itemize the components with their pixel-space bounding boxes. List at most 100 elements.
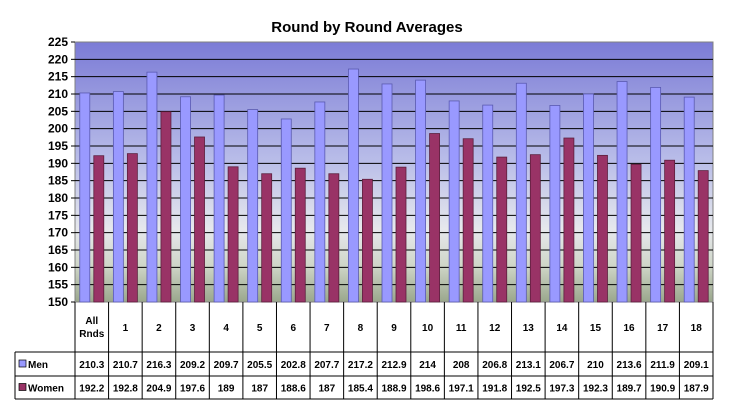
data-label-men: 210 [587, 360, 604, 371]
data-label-women: 192.3 [583, 384, 608, 395]
bar-women [496, 156, 508, 303]
data-label-men: 210.3 [79, 360, 104, 371]
bar-women [630, 163, 642, 303]
y-tick-label: 210 [48, 87, 68, 101]
bar-women [429, 133, 440, 303]
data-label-women: 204.9 [146, 384, 171, 395]
y-tick-label: 165 [48, 243, 68, 257]
bar-men [583, 93, 594, 303]
bar-women [462, 138, 474, 303]
bar-men [448, 100, 460, 303]
bar-women [227, 166, 239, 303]
y-tick-label: 220 [48, 52, 68, 66]
bar-women [563, 137, 575, 303]
data-label-women: 188.9 [381, 384, 406, 395]
y-tick-label: 205 [48, 104, 68, 118]
bar-women [328, 173, 340, 303]
data-label-men: 213.6 [617, 360, 642, 371]
bar-men [650, 87, 662, 303]
chart-title: Round by Round Averages [271, 19, 462, 36]
data-label-women: 198.6 [415, 384, 440, 395]
bar-men [146, 71, 158, 303]
data-label-men: 206.8 [482, 360, 507, 371]
y-tick-label: 160 [48, 260, 68, 274]
x-category-label: 14 [556, 323, 568, 334]
y-tick-label: 155 [48, 278, 68, 292]
data-label-women: 189 [218, 384, 235, 395]
bar-women [529, 154, 541, 303]
x-category-label: 18 [691, 323, 703, 334]
x-category-label: 1 [123, 323, 129, 334]
bar-women [261, 173, 273, 303]
data-label-men: 214 [419, 360, 436, 371]
data-label-women: 191.8 [482, 384, 507, 395]
bar-women [126, 153, 138, 303]
bar-men [515, 82, 527, 303]
bar-men [482, 104, 494, 303]
data-label-women: 190.9 [650, 384, 675, 395]
data-label-women: 192.8 [113, 384, 138, 395]
x-category-label: 17 [657, 323, 669, 334]
bar-men [415, 79, 426, 303]
x-category-label: 9 [391, 323, 397, 334]
y-tick-label: 185 [48, 174, 68, 188]
bar-women [294, 167, 306, 303]
data-label-men: 206.7 [549, 360, 574, 371]
x-category-label: All Rnds [79, 316, 104, 340]
x-category-label: 3 [190, 323, 196, 334]
data-label-men: 213.1 [516, 360, 541, 371]
x-category-label: 11 [456, 323, 467, 334]
bar-men [381, 83, 393, 303]
y-tick-label: 180 [48, 191, 68, 205]
data-label-women: 188.6 [281, 384, 306, 395]
bar-women [93, 155, 105, 303]
y-tick-label: 170 [48, 226, 68, 240]
bar-women [697, 170, 709, 303]
x-category-label: 10 [422, 323, 434, 334]
bar-men [180, 96, 191, 303]
x-category-label: 5 [257, 323, 263, 334]
bar-men [683, 96, 695, 303]
data-label-men: 217.2 [348, 360, 373, 371]
bar-women [160, 111, 172, 303]
bars [79, 68, 709, 303]
y-tick-label: 215 [48, 70, 68, 84]
data-label-men: 209.7 [214, 360, 239, 371]
bar-men [247, 109, 259, 303]
bar-women [194, 136, 205, 303]
x-category-label: 13 [523, 323, 535, 334]
data-label-men: 209.1 [684, 360, 709, 371]
x-category-label: 15 [590, 323, 602, 334]
data-label-men: 205.5 [247, 360, 272, 371]
data-label-women: 197.1 [449, 384, 474, 395]
bar-men [79, 92, 91, 303]
data-label-men: 209.2 [180, 360, 205, 371]
data-label-men: 212.9 [381, 360, 406, 371]
x-category-label: 16 [623, 323, 635, 334]
bar-women [362, 178, 373, 303]
y-tick-label: 190 [48, 156, 68, 170]
bar-men [213, 94, 225, 303]
x-category-label: 6 [290, 323, 296, 334]
data-label-women: 189.7 [617, 384, 642, 395]
data-label-men: 216.3 [146, 360, 171, 371]
data-label-women: 187 [318, 384, 335, 395]
data-label-women: 185.4 [348, 384, 373, 395]
data-label-men: 207.7 [314, 360, 339, 371]
y-tick-label: 195 [48, 139, 68, 153]
bar-women [597, 154, 608, 303]
y-tick-label: 200 [48, 122, 68, 136]
data-label-men: 208 [453, 360, 470, 371]
data-label-women: 192.2 [79, 384, 104, 395]
bar-women [664, 159, 676, 303]
y-tick-label: 150 [48, 295, 68, 309]
data-label-men: 210.7 [113, 360, 138, 371]
y-axis: 150 155 160 165 170 175 180 185 190 195 200 205 210 2… [48, 35, 75, 309]
legend-swatch-women [18, 383, 27, 391]
y-tick-label: 225 [48, 35, 68, 49]
x-category-label: 8 [358, 323, 364, 334]
legend-swatch-men [18, 359, 27, 368]
bar-men [314, 101, 326, 303]
data-label-women: 197.6 [180, 384, 205, 395]
